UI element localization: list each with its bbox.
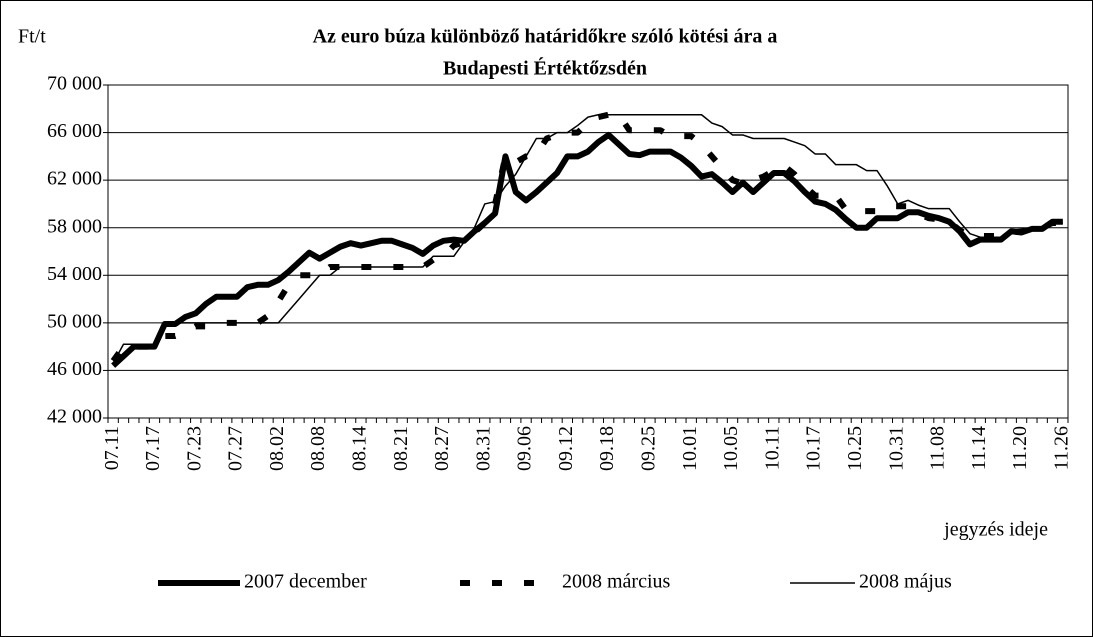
x-tick-label: 08.02 [266, 426, 288, 471]
legend-label: 2007 december [244, 571, 367, 593]
x-tick-label: 08.14 [348, 426, 370, 471]
x-tick-label: 08.08 [307, 426, 329, 471]
x-tick-label: 08.21 [390, 426, 412, 471]
x-tick-label: 07.27 [225, 426, 247, 471]
legend-label: 2008 március [562, 571, 671, 593]
series-line [111, 131, 1063, 368]
y-tick-label: 50 000 [47, 310, 102, 332]
x-tick-label: 09.18 [596, 426, 618, 471]
x-tick-label: 10.05 [720, 426, 742, 471]
x-tick-label: 11.26 [1050, 426, 1072, 470]
y-tick-label: 70 000 [47, 73, 102, 95]
x-tick-label: 07.17 [142, 426, 164, 471]
x-tick-label: 10.31 [885, 426, 907, 471]
x-tick-label: 10.17 [803, 426, 825, 471]
x-tick-label: 10.01 [679, 426, 701, 471]
x-tick-label: 07.23 [183, 426, 205, 471]
x-tick-label: 09.06 [514, 426, 536, 471]
x-tick-label: 11.20 [1009, 426, 1031, 470]
x-tick-label: 07.11 [101, 426, 123, 470]
x-tick-label: 11.14 [968, 426, 990, 470]
series-line [110, 111, 1063, 363]
x-tick-label: 09.12 [555, 426, 577, 471]
x-tick-label: 11.08 [927, 426, 949, 470]
plot-area [107, 84, 1069, 419]
series-line [112, 113, 1063, 364]
x-tick-label: 10.11 [761, 426, 783, 470]
y-tick-label: 58 000 [47, 215, 102, 237]
legend-label: 2008 május [859, 571, 952, 593]
y-tick-label: 62 000 [47, 168, 102, 190]
x-tick-label: 09.25 [638, 426, 660, 471]
y-tick-label: 66 000 [47, 120, 102, 142]
chart-title: Az euro búza különböző határidőkre szóló… [313, 26, 778, 48]
x-tick-label: 08.27 [431, 426, 453, 471]
x-tick-label: 08.31 [472, 426, 494, 471]
y-tick-label: 42 000 [47, 406, 102, 428]
y-tick-label: 54 000 [47, 263, 102, 285]
x-tick-label: 10.25 [844, 426, 866, 471]
chart-title: Budapesti Értéktőzsdén [443, 57, 647, 80]
x-axis-label: jegyzés ideje [943, 519, 1048, 541]
y-axis-label: Ft/t [18, 26, 46, 48]
y-tick-label: 46 000 [47, 358, 102, 380]
